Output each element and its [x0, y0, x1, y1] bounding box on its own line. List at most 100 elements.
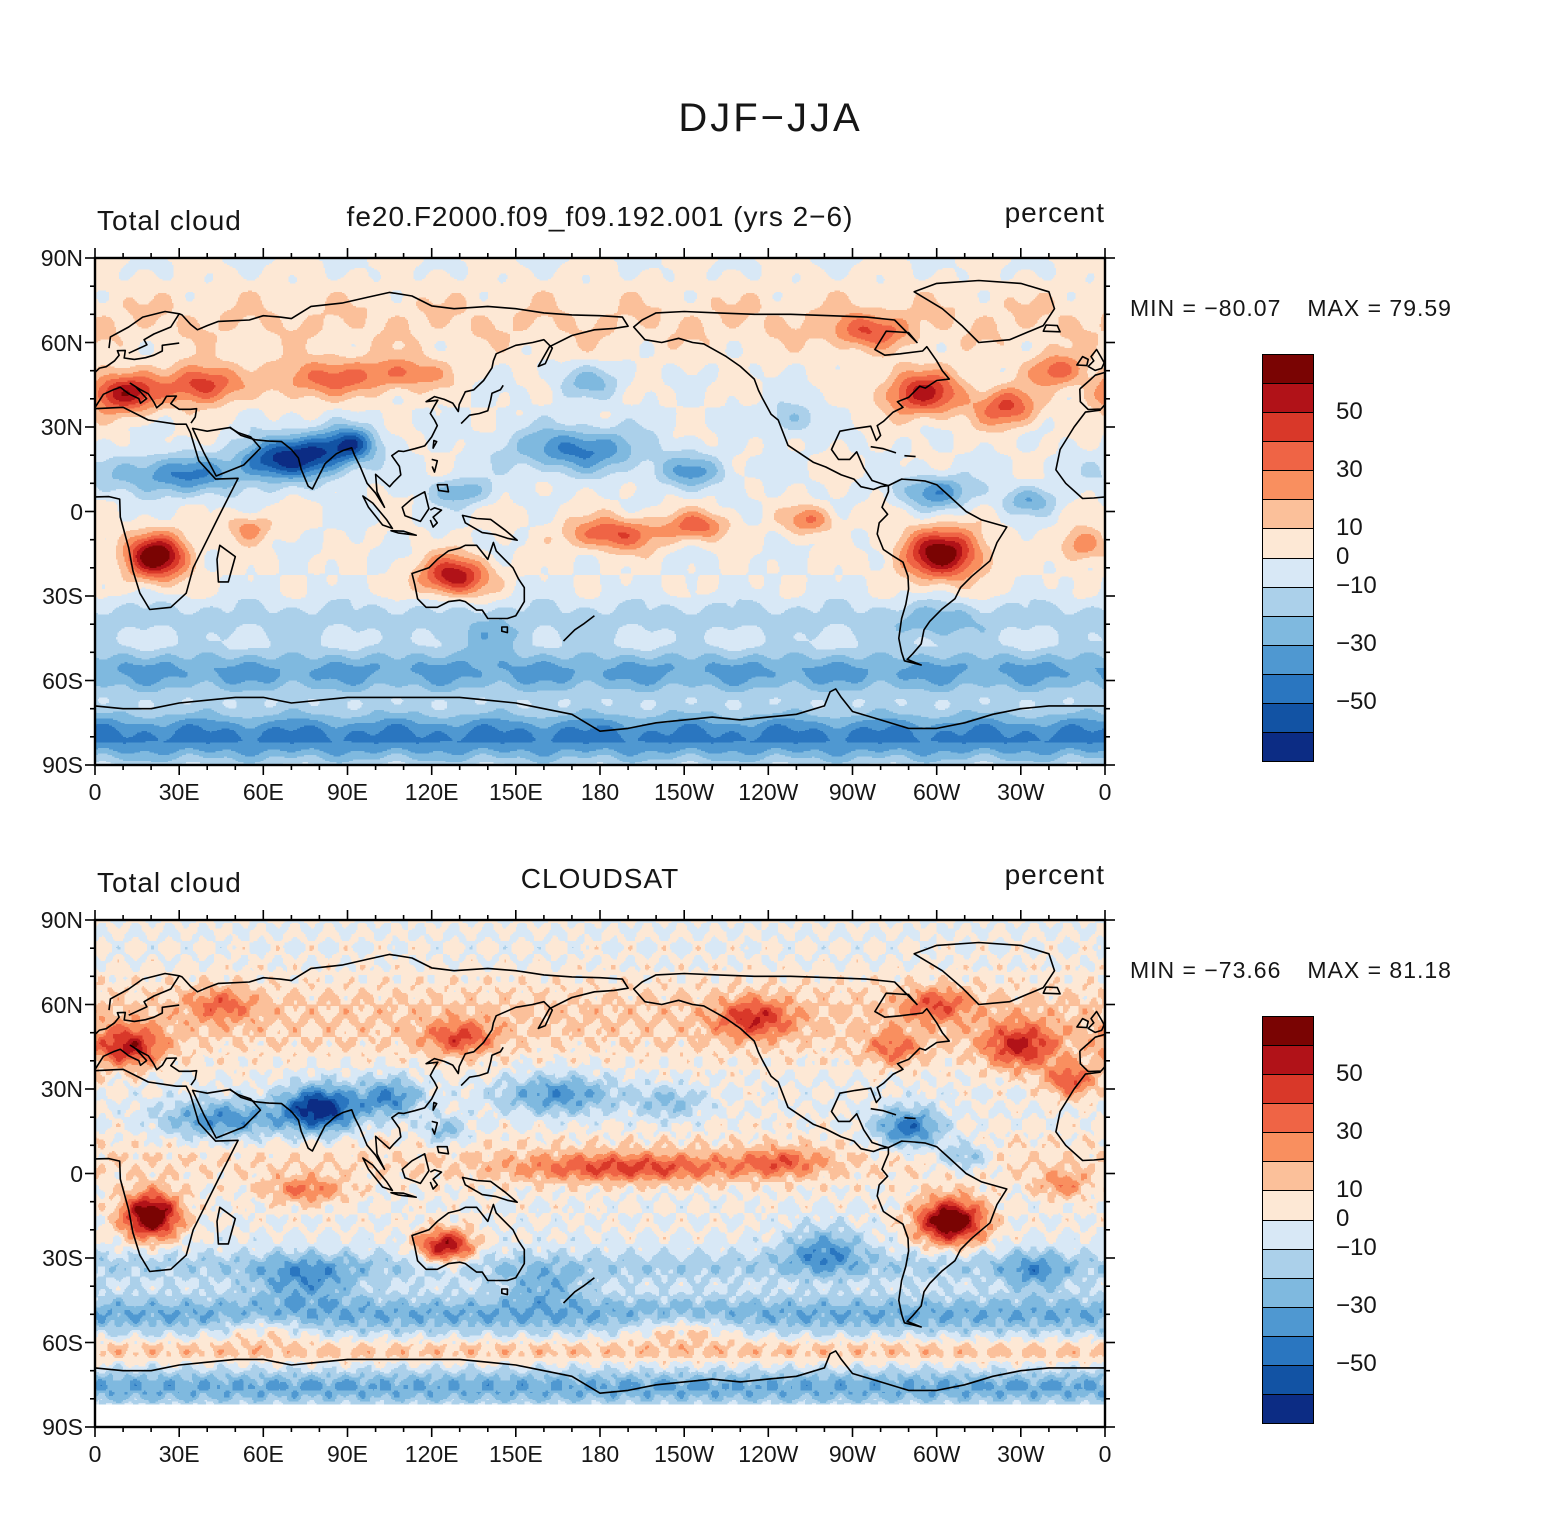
- y-axis-tick-label: 60S: [42, 667, 83, 694]
- x-axis-tick-label: 150E: [488, 779, 543, 805]
- min-stat: MIN = −73.66: [1130, 957, 1282, 983]
- x-axis-tick-label: 30W: [997, 779, 1045, 805]
- colorbar-cell: [1263, 1045, 1313, 1075]
- colorbar-cell: [1263, 1132, 1313, 1162]
- x-axis-tick-label: 60W: [913, 1441, 961, 1467]
- y-axis-tick-label: 0: [70, 1160, 83, 1187]
- colorbar-tick-label: 50: [1336, 1060, 1363, 1087]
- colorbar-cell: [1263, 586, 1313, 616]
- colorbar-cell: [1263, 1161, 1313, 1191]
- colorbar-cell: [1263, 441, 1313, 471]
- colorbar: [1262, 354, 1314, 762]
- colorbar-tick-label: 0: [1336, 1205, 1350, 1232]
- coastlines: [94, 941, 1106, 1394]
- colorbar-tick-label: −30: [1336, 1292, 1377, 1319]
- x-axis-tick-label: 60W: [913, 779, 961, 805]
- y-axis-tick-label: 60N: [40, 329, 83, 356]
- colorbar-tick-label: 50: [1336, 398, 1363, 425]
- max-stat: MAX = 81.18: [1307, 957, 1452, 983]
- y-axis-tick-label: 90N: [40, 245, 83, 271]
- case-label: CLOUDSAT: [520, 863, 680, 894]
- x-axis-tick-label: 90W: [828, 1441, 877, 1467]
- colorbar-tick-label: −50: [1336, 688, 1377, 715]
- contour-field-canvas: [95, 920, 1105, 1427]
- colorbar-cell: [1263, 383, 1313, 413]
- figure-title: DJF−JJA: [678, 96, 863, 140]
- contour-field-canvas: [95, 258, 1105, 765]
- x-axis-tick-label: 150E: [488, 1441, 543, 1467]
- units-label: percent: [1004, 197, 1105, 228]
- x-axis-tick-label: 60E: [242, 1441, 284, 1467]
- panel-model-header: Total cloud fe20.F2000.f09_f09.192.001 (…: [95, 197, 1105, 241]
- x-axis-tick-label: 120W: [738, 1441, 799, 1467]
- colorbar-cell: [1263, 702, 1313, 733]
- x-axis-tick-label: 120W: [738, 779, 799, 805]
- y-axis-tick-label: 90S: [42, 752, 83, 778]
- y-axis-tick-label: 30N: [40, 414, 83, 440]
- colorbar: [1262, 1016, 1314, 1424]
- y-axis-tick-label: 30S: [42, 1245, 83, 1271]
- colorbar-cell: [1263, 1219, 1313, 1249]
- colorbar-cell: [1263, 1017, 1313, 1046]
- colorbar-cell: [1263, 1277, 1313, 1307]
- x-axis-tick-label: 150W: [654, 1441, 715, 1467]
- colorbar-cell: [1263, 1248, 1313, 1278]
- colorbar-cell: [1263, 673, 1313, 703]
- x-axis-tick-label: 180: [580, 779, 620, 805]
- colorbar-tick-label: 30: [1336, 1118, 1363, 1145]
- colorbar-cell: [1263, 1074, 1313, 1104]
- x-axis-tick-label: 0: [88, 1441, 102, 1467]
- units-label: percent: [1004, 859, 1105, 890]
- colorbar-cell: [1263, 1103, 1313, 1133]
- coastline-axes-overlay: [85, 248, 1115, 775]
- x-axis-tick-label: 30W: [997, 1441, 1045, 1467]
- x-axis-tick-label: 90W: [828, 779, 877, 805]
- colorbar-tick-label: 10: [1336, 514, 1363, 541]
- colorbar-cell: [1263, 470, 1313, 500]
- colorbar-cell: [1263, 1394, 1313, 1424]
- x-axis-tick-label: 0: [1098, 779, 1112, 805]
- map-frame: [93, 918, 1107, 1429]
- y-axis-tick-label: 90S: [42, 1414, 83, 1440]
- x-axis-tick-label: 90E: [327, 1441, 368, 1467]
- stats-line: MIN = −80.07 MAX = 79.59: [1130, 295, 1452, 322]
- colorbar-cell: [1263, 732, 1313, 762]
- colorbar-cell: [1263, 1364, 1313, 1395]
- colorbar-tick-label: 30: [1336, 456, 1363, 483]
- axis-ticks: [85, 910, 1115, 1437]
- panel-model: Total cloud fe20.F2000.f09_f09.192.001 (…: [0, 173, 1541, 833]
- colorbar-tick-label: 10: [1336, 1176, 1363, 1203]
- y-axis-tick-label: 60S: [42, 1329, 83, 1356]
- variable-label: Total cloud: [97, 205, 242, 236]
- colorbar-cell: [1263, 528, 1313, 558]
- y-axis-tick-label: 30S: [42, 583, 83, 609]
- x-axis-tick-label: 60E: [242, 779, 284, 805]
- stats-line: MIN = −73.66 MAX = 81.18: [1130, 957, 1452, 984]
- panel-cloudsat: Total cloud CLOUDSAT percent 90N 60N 30N 0 3…: [0, 835, 1541, 1495]
- colorbar-cell: [1263, 499, 1313, 529]
- y-axis-tick-label: 60N: [40, 991, 83, 1018]
- x-axis-tick-label: 120E: [404, 1441, 459, 1467]
- colorbar-tick-label: 0: [1336, 543, 1350, 570]
- colorbar-cell: [1263, 412, 1313, 442]
- map-cloudsat: 90N 60N 30N 0 30S 60S 90S 0 30E 60E 90E 120E 150E 180…: [41, 907, 1115, 1467]
- colorbar-tick-label: −30: [1336, 630, 1377, 657]
- coastline-axes-overlay: [85, 910, 1115, 1437]
- x-axis-tick-label: 120E: [404, 779, 459, 805]
- x-axis-tick-label: 0: [88, 779, 102, 805]
- x-axis-tick-label: 30E: [158, 779, 200, 805]
- y-axis-tick-label: 30N: [40, 1076, 83, 1102]
- colorbar-cell: [1263, 1190, 1313, 1220]
- colorbar-tick-label: −10: [1336, 572, 1377, 599]
- colorbar-cell: [1263, 1306, 1313, 1336]
- colorbar-cell: [1263, 615, 1313, 645]
- y-axis-tick-label: 0: [70, 498, 83, 525]
- x-axis-tick-label: 180: [580, 1441, 620, 1467]
- colorbar-cell: [1263, 1335, 1313, 1365]
- variable-label: Total cloud: [97, 867, 242, 898]
- colorbar-cell: [1263, 355, 1313, 384]
- y-axis-tick-label: 90N: [40, 907, 83, 933]
- map-model: 90N 60N 30N 0 30S 60S 90S 0 30E 60E 90E 120E 150E 180…: [41, 245, 1115, 805]
- colorbar-cell: [1263, 644, 1313, 674]
